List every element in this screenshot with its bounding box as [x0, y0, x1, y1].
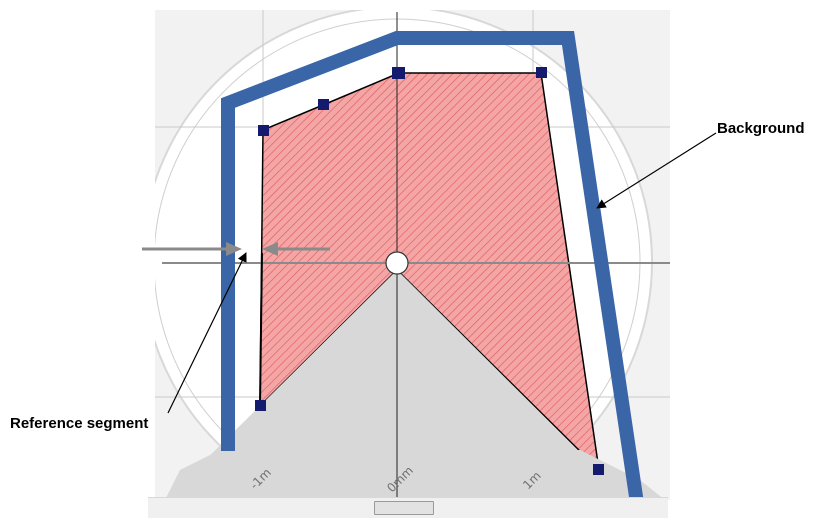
dead-zone-floor: [165, 450, 665, 500]
scrollbar-thumb[interactable]: [374, 501, 434, 515]
vertex-handle[interactable]: [536, 67, 547, 78]
dead-zone: [165, 270, 670, 500]
vertex-handle[interactable]: [318, 99, 329, 110]
vertex-handle[interactable]: [392, 67, 405, 79]
horizontal-scrollbar[interactable]: [148, 497, 668, 518]
scanner-origin: [385, 251, 409, 275]
background-contour: [221, 31, 645, 512]
vertex-handle[interactable]: [255, 400, 266, 411]
vertex-handle[interactable]: [593, 464, 604, 475]
reference-segment-label: Reference segment: [10, 415, 149, 432]
background-label: Background: [717, 120, 805, 137]
reference-callout-arrow: [167, 252, 247, 414]
reference-segment: [259, 252, 263, 407]
field-vertex-handles: [255, 67, 604, 475]
background-callout-arrow: [596, 132, 717, 209]
distance-indicator: [142, 242, 330, 256]
vertex-handle[interactable]: [258, 125, 269, 136]
